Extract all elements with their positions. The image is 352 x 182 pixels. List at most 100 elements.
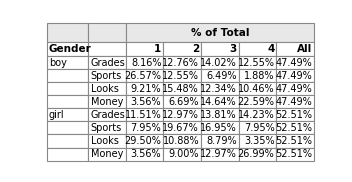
Bar [239,69,276,82]
Text: 19.67%: 19.67% [162,123,199,133]
Bar [126,108,163,121]
Bar [201,148,239,161]
Bar [276,82,314,95]
Bar [276,134,314,148]
Text: Money: Money [91,97,123,107]
Text: 52.51%: 52.51% [275,110,312,120]
Bar [163,121,201,134]
Bar [47,56,88,69]
Bar [88,42,126,56]
Text: 9.21%: 9.21% [131,84,162,94]
Bar [239,95,276,108]
Text: 6.49%: 6.49% [206,71,237,81]
Text: girl: girl [49,110,64,120]
Bar [88,69,126,82]
Text: 8.79%: 8.79% [206,136,237,146]
Bar [163,82,201,95]
Bar [88,23,126,42]
Bar [201,42,239,56]
Text: Money: Money [91,149,123,159]
Bar [47,23,88,42]
Text: 47.49%: 47.49% [275,71,312,81]
Text: 2: 2 [192,44,199,54]
Text: 13.81%: 13.81% [200,110,237,120]
Text: 12.55%: 12.55% [238,58,275,68]
Bar [88,56,126,69]
Text: 7.95%: 7.95% [131,123,162,133]
Bar [47,108,88,121]
Bar [239,56,276,69]
Text: 1: 1 [154,44,162,54]
Text: 16.95%: 16.95% [200,123,237,133]
Text: 15.48%: 15.48% [162,84,199,94]
Text: 10.46%: 10.46% [238,84,275,94]
Bar [239,121,276,134]
Text: 47.49%: 47.49% [275,58,312,68]
Text: Gender: Gender [49,44,92,54]
Bar [47,148,88,161]
Bar [126,82,163,95]
Bar [201,95,239,108]
Text: 26.99%: 26.99% [238,149,275,159]
Bar [126,69,163,82]
Text: 12.34%: 12.34% [200,84,237,94]
Bar [276,56,314,69]
Bar [126,42,163,56]
Bar [276,95,314,108]
Bar [47,95,88,108]
Bar [201,56,239,69]
Text: 22.59%: 22.59% [238,97,275,107]
Bar [276,148,314,161]
Bar [201,82,239,95]
Bar [88,134,126,148]
Bar [163,42,201,56]
Bar [88,148,126,161]
Text: 3.56%: 3.56% [131,149,162,159]
Text: 14.23%: 14.23% [238,110,275,120]
Text: 47.49%: 47.49% [275,84,312,94]
Text: boy: boy [49,58,67,68]
Bar [201,121,239,134]
Text: 1.88%: 1.88% [244,71,275,81]
Text: 8.16%: 8.16% [131,58,162,68]
Bar [47,134,88,148]
Bar [276,108,314,121]
Bar [47,82,88,95]
Bar [276,69,314,82]
Bar [239,82,276,95]
Bar [126,148,163,161]
Bar [163,148,201,161]
Text: Grades: Grades [91,110,125,120]
Bar [88,95,126,108]
Text: 10.88%: 10.88% [163,136,199,146]
Text: 12.97%: 12.97% [162,110,199,120]
Bar [47,121,88,134]
Text: 4: 4 [267,44,275,54]
Text: Sports: Sports [91,71,122,81]
Text: % of Total: % of Total [191,27,249,37]
Bar [47,42,88,56]
Text: 12.55%: 12.55% [162,71,199,81]
Bar [163,108,201,121]
Bar [201,108,239,121]
Bar [276,42,314,56]
Bar [88,121,126,134]
Text: 12.76%: 12.76% [162,58,199,68]
Text: 52.51%: 52.51% [275,136,312,146]
Bar [47,69,88,82]
Text: Looks: Looks [91,136,119,146]
Bar [88,108,126,121]
Text: 47.49%: 47.49% [275,97,312,107]
Bar [276,121,314,134]
Text: 14.64%: 14.64% [200,97,237,107]
Text: 3.56%: 3.56% [131,97,162,107]
Text: Looks: Looks [91,84,119,94]
Text: 11.51%: 11.51% [125,110,162,120]
Text: Sports: Sports [91,123,122,133]
Bar [239,134,276,148]
Text: 12.97%: 12.97% [200,149,237,159]
Bar [88,82,126,95]
Text: 52.51%: 52.51% [275,149,312,159]
Text: 26.57%: 26.57% [124,71,162,81]
Bar [201,69,239,82]
